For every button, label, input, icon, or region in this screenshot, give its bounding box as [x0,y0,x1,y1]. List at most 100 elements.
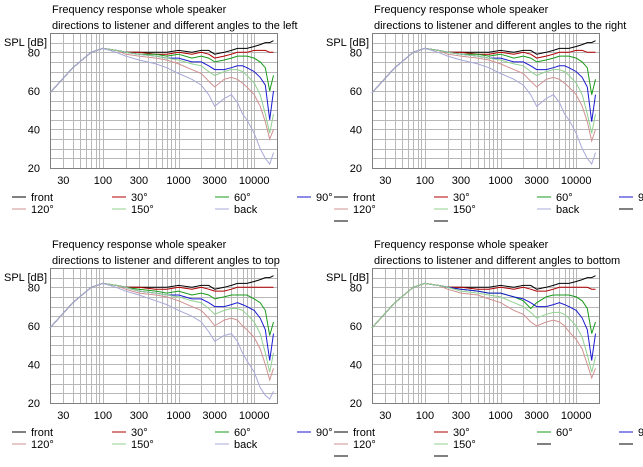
series-line-150deg [49,47,274,134]
series-line-150deg [371,47,596,134]
x-tick-label: 3000 [524,410,548,422]
series-line-150deg [371,282,596,373]
x-tick-label: 300 [452,410,470,422]
y-axis-label: SPL [dB] [326,37,369,49]
series-line-back [49,47,274,166]
chart-panel-3: Frequency response whole speaker directio… [4,239,333,451]
x-tick-label: 1000 [488,410,512,422]
y-tick-label: 20 [28,163,40,175]
legend-label: 60° [556,427,573,439]
y-tick-label: 40 [28,124,40,136]
y-axis-label: SPL [dB] [4,37,47,49]
y-tick-label: 80 [28,282,40,294]
x-tick-label: 1000 [166,410,190,422]
x-tick-label: 300 [452,175,470,187]
y-tick-label: 80 [28,47,40,59]
y-tick-label: 80 [350,47,362,59]
x-tick-label: 1000 [488,175,512,187]
x-tick-label: 30 [379,410,391,422]
legend-label: 60° [234,427,251,439]
chart-panel-2: Frequency response whole speaker directio… [326,4,643,222]
x-tick-label: 30 [379,175,391,187]
legend-label: 120° [353,204,376,216]
legend-label: 30° [453,192,470,204]
legend-label: 120° [31,439,54,451]
legend-label: 150° [131,439,154,451]
y-tick-label: 40 [350,124,362,136]
legend-label: 30° [453,427,470,439]
chart-panel-1: Frequency response whole speaker directio… [4,4,333,216]
legend-label: front [353,192,375,204]
legend-label: 150° [453,204,476,216]
legend-label: 90° [316,427,333,439]
chart-subtitle: directions to listener and different ang… [374,255,620,267]
series-line-150deg [49,282,274,373]
grid [50,33,278,169]
series-line-30deg [49,282,274,329]
series-line-60deg [371,47,596,95]
legend-label: back [234,439,258,451]
y-axis-label: SPL [dB] [326,272,369,284]
x-tick-label: 100 [94,175,112,187]
legend-label: 30° [131,192,148,204]
chart-title: Frequency response whole speaker [374,4,549,16]
x-tick-label: 3000 [202,175,226,187]
y-tick-label: 60 [28,321,40,333]
grid [372,268,600,404]
series-line-front [49,40,274,94]
chart-panel-4: Frequency response whole speaker directio… [326,239,643,457]
plot-frame [372,268,600,404]
series-line-front [49,275,274,329]
legend-label: 30° [131,427,148,439]
plot-frame [372,33,600,169]
y-tick-label: 20 [28,398,40,410]
x-tick-label: 100 [94,410,112,422]
y-tick-label: 80 [350,282,362,294]
legend-label: 120° [353,439,376,451]
legend-label: front [353,427,375,439]
chart-title: Frequency response whole speaker [374,239,549,251]
series-line-back [371,47,596,166]
y-tick-label: 60 [350,86,362,98]
x-tick-label: 10000 [561,175,592,187]
legend-label: 150° [131,204,154,216]
series-line-front [371,40,596,94]
series-line-30deg [371,282,596,329]
legend-label: 60° [234,192,251,204]
chart-subtitle: directions to listener and different ang… [374,20,626,32]
chart-title: Frequency response whole speaker [52,4,227,16]
legend-label: back [556,204,580,216]
x-tick-label: 30 [57,410,69,422]
series-line-back [49,282,274,400]
grid [372,33,600,169]
legend-label: 90° [316,192,333,204]
legend-label: 90° [638,192,643,204]
legend-label: 120° [31,204,54,216]
x-tick-label: 30 [57,175,69,187]
legend-label: 150° [453,439,476,451]
x-tick-label: 10000 [239,410,270,422]
x-tick-label: 100 [416,410,434,422]
legend-label: back [234,204,258,216]
legend-label: front [31,192,53,204]
y-tick-label: 20 [350,163,362,175]
x-tick-label: 300 [130,175,148,187]
x-tick-label: 3000 [524,175,548,187]
plot-frame [50,268,278,404]
chart-subtitle: directions to listener and different ang… [52,20,298,32]
y-axis-label: SPL [dB] [4,272,47,284]
y-tick-label: 40 [350,359,362,371]
x-tick-label: 100 [416,175,434,187]
grid [50,268,278,404]
chart-title: Frequency response whole speaker [52,239,227,251]
legend-label: 60° [556,192,573,204]
legend-label: front [31,427,53,439]
y-tick-label: 60 [28,86,40,98]
plot-frame [50,33,278,169]
y-tick-label: 40 [28,359,40,371]
legend-label: 90° [638,427,643,439]
x-tick-label: 1000 [166,175,190,187]
series-line-front [371,275,596,329]
y-tick-label: 60 [350,321,362,333]
